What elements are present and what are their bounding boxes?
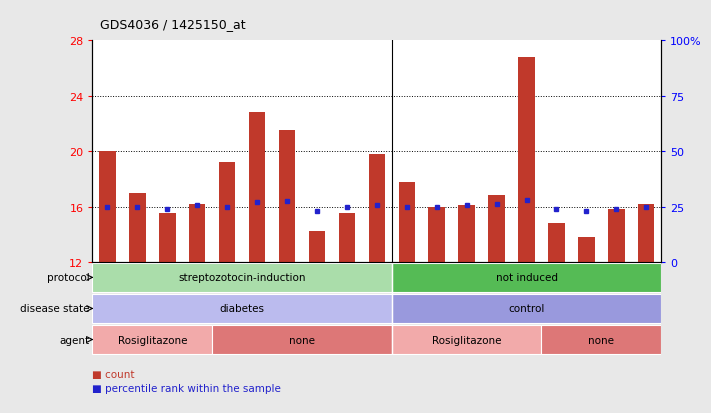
Bar [608, 210, 624, 262]
Bar [309, 232, 325, 262]
Text: none: none [289, 335, 315, 345]
Bar [368, 154, 385, 262]
Bar [392, 325, 542, 354]
Text: diabetes: diabetes [220, 304, 264, 314]
Bar [488, 196, 505, 262]
Bar [159, 214, 176, 262]
Text: agent: agent [60, 335, 90, 345]
Bar [338, 214, 355, 262]
Bar [399, 182, 415, 262]
Bar [99, 152, 116, 262]
Bar [392, 263, 661, 292]
Bar [129, 193, 146, 262]
Bar [542, 325, 661, 354]
Bar [279, 131, 295, 262]
Bar [212, 325, 392, 354]
Text: none: none [589, 335, 614, 345]
Text: GDS4036 / 1425150_at: GDS4036 / 1425150_at [100, 18, 245, 31]
Text: Rosiglitazone: Rosiglitazone [432, 335, 501, 345]
Bar [92, 263, 392, 292]
Text: Rosiglitazone: Rosiglitazone [117, 335, 187, 345]
Bar [249, 113, 265, 262]
Text: ■ percentile rank within the sample: ■ percentile rank within the sample [92, 383, 282, 393]
Bar [518, 58, 535, 262]
Bar [392, 294, 661, 324]
Bar [429, 207, 445, 262]
Bar [459, 206, 475, 262]
Bar [638, 204, 655, 262]
Bar [92, 325, 212, 354]
Bar [578, 237, 594, 262]
Bar [219, 163, 235, 262]
Text: streptozotocin-induction: streptozotocin-induction [178, 273, 306, 283]
Text: control: control [508, 304, 545, 314]
Text: not induced: not induced [496, 273, 557, 283]
Text: protocol: protocol [47, 273, 90, 283]
Bar [189, 204, 205, 262]
Text: disease state: disease state [20, 304, 90, 314]
Bar [548, 223, 565, 262]
Text: ■ count: ■ count [92, 369, 135, 379]
Bar [92, 294, 392, 324]
